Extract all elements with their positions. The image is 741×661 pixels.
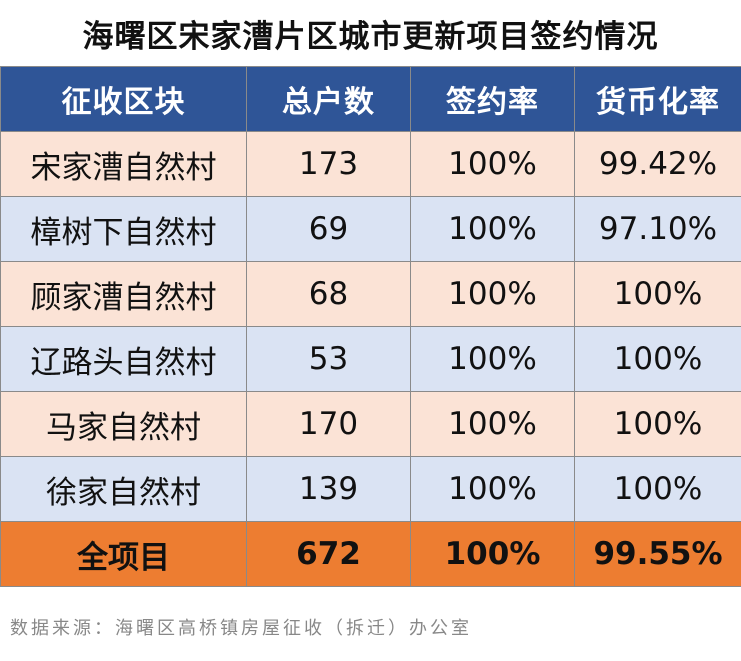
total-block: 全项目 bbox=[0, 521, 247, 587]
column-header-monetization-rate: 货币化率 bbox=[574, 66, 741, 132]
total-households: 672 bbox=[246, 521, 411, 587]
cell-signing-rate: 100% bbox=[410, 196, 575, 262]
table-row: 徐家自然村 139 100% 100% bbox=[0, 456, 741, 522]
cell-households: 139 bbox=[246, 456, 411, 522]
cell-block: 顾家漕自然村 bbox=[0, 261, 247, 327]
table-row: 顾家漕自然村 68 100% 100% bbox=[0, 261, 741, 327]
cell-monetization-rate: 99.42% bbox=[574, 131, 741, 197]
cell-signing-rate: 100% bbox=[410, 261, 575, 327]
cell-block: 马家自然村 bbox=[0, 391, 247, 457]
cell-monetization-rate: 100% bbox=[574, 391, 741, 457]
cell-households: 68 bbox=[246, 261, 411, 327]
cell-signing-rate: 100% bbox=[410, 391, 575, 457]
column-header-households: 总户数 bbox=[246, 66, 411, 132]
cell-households: 53 bbox=[246, 326, 411, 392]
table-header-row: 征收区块 总户数 签约率 货币化率 bbox=[0, 66, 741, 132]
cell-block: 徐家自然村 bbox=[0, 456, 247, 522]
cell-block: 辽路头自然村 bbox=[0, 326, 247, 392]
cell-monetization-rate: 97.10% bbox=[574, 196, 741, 262]
cell-block: 樟树下自然村 bbox=[0, 196, 247, 262]
signing-status-table: 征收区块 总户数 签约率 货币化率 宋家漕自然村 173 100% 99.42%… bbox=[0, 66, 741, 587]
column-header-block: 征收区块 bbox=[0, 66, 247, 132]
cell-households: 173 bbox=[246, 131, 411, 197]
cell-signing-rate: 100% bbox=[410, 131, 575, 197]
table-row: 樟树下自然村 69 100% 97.10% bbox=[0, 196, 741, 262]
page-title: 海曙区宋家漕片区城市更新项目签约情况 bbox=[82, 18, 659, 55]
cell-signing-rate: 100% bbox=[410, 326, 575, 392]
data-source-note: 数据来源：海曙区高桥镇房屋征收（拆迁）办公室 bbox=[10, 618, 472, 639]
total-signing-rate: 100% bbox=[410, 521, 575, 587]
total-monetization-rate: 99.55% bbox=[574, 521, 741, 587]
cell-households: 170 bbox=[246, 391, 411, 457]
cell-monetization-rate: 100% bbox=[574, 326, 741, 392]
cell-block: 宋家漕自然村 bbox=[0, 131, 247, 197]
column-header-signing-rate: 签约率 bbox=[410, 66, 575, 132]
cell-monetization-rate: 100% bbox=[574, 261, 741, 327]
table-row: 辽路头自然村 53 100% 100% bbox=[0, 326, 741, 392]
table-row: 宋家漕自然村 173 100% 99.42% bbox=[0, 131, 741, 197]
cell-households: 69 bbox=[246, 196, 411, 262]
table-row: 马家自然村 170 100% 100% bbox=[0, 391, 741, 457]
cell-signing-rate: 100% bbox=[410, 456, 575, 522]
cell-monetization-rate: 100% bbox=[574, 456, 741, 522]
total-row: 全项目 672 100% 99.55% bbox=[0, 521, 741, 587]
